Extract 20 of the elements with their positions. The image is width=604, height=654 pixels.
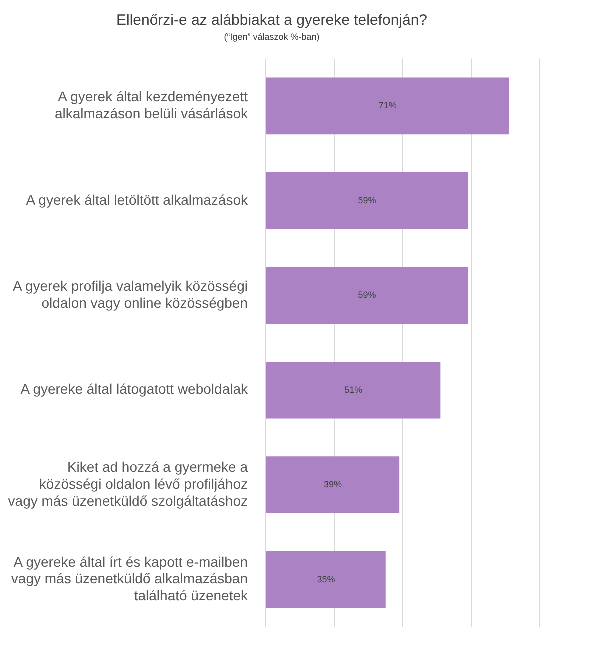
y-tick-label: A gyerek által letöltött alkalmazások bbox=[26, 192, 249, 208]
bar bbox=[266, 78, 510, 135]
y-tick-label: A gyereke által látogatott weboldalak bbox=[20, 381, 249, 398]
data-label: 71% bbox=[378, 100, 397, 111]
data-label: 51% bbox=[344, 384, 363, 395]
bar bbox=[266, 456, 400, 514]
chart-subtitle: (“Igen” válaszok %-ban) bbox=[224, 32, 320, 42]
data-label: 59% bbox=[358, 290, 376, 300]
data-label: 59% bbox=[358, 195, 376, 206]
y-tick-label: A gyerek profilja valamelyik közösségi oldalon vagy online közösségben bbox=[13, 278, 248, 311]
bar bbox=[266, 362, 441, 419]
y-tick-label: A gyerek által kezdeményezett alkalmazáson belüli vásárlások bbox=[55, 88, 249, 122]
chart-title: Ellenőrzi-e az alábbiakat a gyereke telefonján? bbox=[116, 12, 428, 30]
bar bbox=[266, 172, 468, 230]
data-label: 39% bbox=[324, 480, 342, 490]
bar bbox=[266, 551, 386, 608]
y-tick-label: Kiket ad hozzá a gyermeke a közösségi oldalon lévő profiljához vagy más üzenetküldő szolgáltatáshoz bbox=[8, 459, 248, 509]
data-label: 35% bbox=[317, 574, 336, 584]
bar bbox=[266, 267, 468, 324]
y-tick-label: A gyereke által írt és kapott e-mailben vagy más üzenetküldő alkalmazásban található üzenetek bbox=[11, 554, 249, 604]
